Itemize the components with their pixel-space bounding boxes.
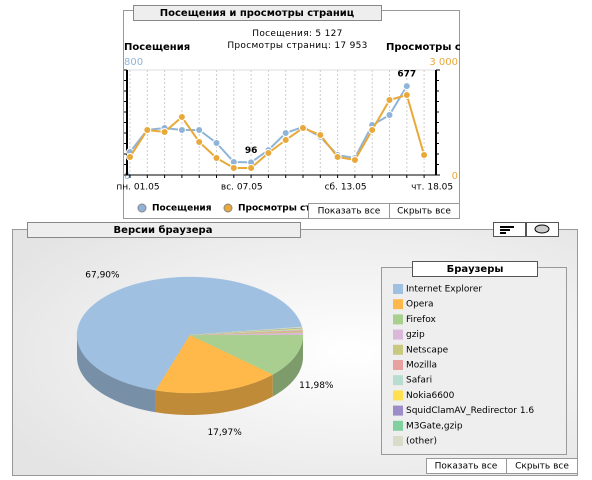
x-tick-label: пн. 01.05	[116, 183, 159, 193]
pie-slice-side	[155, 374, 273, 415]
data-point	[229, 164, 238, 172]
legend-label: gzip	[406, 330, 425, 340]
legend-swatch	[393, 375, 403, 386]
data-point	[385, 111, 394, 120]
legend-marker	[137, 203, 147, 213]
x-tick-label: вс. 07.05	[221, 183, 263, 193]
subtitle-line: Просмотры страниц: 17 953	[227, 41, 368, 51]
data-point	[126, 153, 134, 162]
hide-all-button[interactable]: Скрыть все	[515, 462, 569, 472]
legend-swatch	[393, 344, 403, 355]
legend-label: Nokia6600	[406, 391, 455, 401]
legend-label: M3Gate,gzip	[406, 421, 463, 431]
legend-label: Firefox	[406, 315, 436, 325]
chart-title: Версии браузера	[114, 224, 213, 236]
legend-swatch	[393, 436, 403, 446]
data-point	[264, 148, 273, 157]
pie-label: 67,90%	[85, 271, 120, 281]
x-tick-label: чт. 18.05	[411, 183, 453, 193]
x-tick-label: сб. 13.05	[325, 183, 367, 193]
pie-slice	[189, 326, 303, 336]
icon-part	[500, 226, 514, 228]
show-all-button[interactable]: Показать все	[318, 207, 381, 217]
data-point	[368, 125, 377, 134]
data-point	[299, 123, 307, 132]
pie-slice-side	[77, 335, 156, 413]
legend-label: Netscape	[406, 345, 449, 355]
y2-axis-label: Просмотры страниц	[386, 42, 502, 53]
legend-label: SquidClamAV_Redirector 1.6	[406, 406, 534, 416]
data-point	[247, 164, 256, 172]
data-point	[160, 127, 169, 136]
legend-label: Просмотры страниц	[238, 204, 343, 214]
subtitle-line: Посещения: 5 127	[252, 29, 343, 39]
pie-label: 11,98%	[299, 381, 334, 391]
panel-tab	[133, 5, 382, 21]
panel-tab	[27, 222, 301, 238]
data-point	[333, 153, 342, 162]
legend-label: Посещения	[152, 204, 212, 214]
legend-swatch	[393, 314, 403, 325]
icon-part	[500, 232, 506, 234]
data-point	[212, 138, 221, 147]
data-point	[177, 125, 186, 134]
data-point	[212, 153, 221, 162]
legend-swatch	[393, 360, 403, 370]
data-point	[143, 125, 152, 134]
data-label: 96	[245, 146, 258, 156]
icon-part	[534, 224, 550, 234]
y2-tick-label: 0	[452, 171, 458, 182]
legend-label: (other)	[406, 437, 437, 447]
data-point	[281, 136, 290, 144]
legend: Internet Explorer Opera Firefox gzip Netscap…	[393, 284, 534, 447]
legend-label: Internet Explorer	[406, 285, 482, 295]
legend-swatch	[393, 405, 403, 416]
data-point	[195, 125, 204, 134]
legend-tab	[412, 261, 538, 277]
data-point	[177, 113, 186, 122]
legend-label: Opera	[406, 300, 434, 310]
legend-swatch	[393, 390, 403, 401]
data-point	[350, 155, 359, 164]
subtitle: Посещения: 5 127 Просмотры страниц: 17 9…	[215, 28, 380, 52]
y-tick-label: 0	[124, 171, 130, 182]
chart-title: Посещения и просмотры страниц	[160, 8, 354, 19]
legend-entry: Посещения	[152, 204, 212, 214]
data-point	[385, 95, 394, 104]
pie-label: 17,97%	[207, 428, 242, 438]
hide-all-button[interactable]: Скрыть все	[397, 207, 451, 217]
data-point	[195, 137, 204, 146]
legend-box	[381, 267, 567, 455]
button-bar	[308, 203, 460, 219]
icon-part	[500, 229, 510, 231]
button-bar	[426, 458, 578, 474]
y-axis-label: Посещения	[124, 42, 190, 53]
pie-slice-side	[272, 335, 303, 397]
legend-swatch	[393, 299, 403, 310]
legend-swatch	[393, 420, 403, 431]
y2-tick-label: 3 000	[429, 57, 458, 68]
data-point	[402, 90, 411, 99]
legend-swatch	[393, 284, 403, 294]
legend-label: Safari	[406, 376, 432, 386]
data-point	[281, 129, 290, 137]
data-label: 677	[397, 70, 416, 80]
data-point	[316, 130, 325, 139]
pie-slice	[155, 334, 274, 394]
data-point	[420, 151, 429, 160]
legend-entry: Просмотры страниц	[238, 204, 343, 214]
legend-label: Mozilla	[406, 361, 437, 371]
show-all-button[interactable]: Показать все	[435, 462, 498, 472]
legend-swatch	[393, 329, 403, 340]
legend-title: Браузеры	[447, 264, 504, 275]
pie-slice	[76, 276, 303, 391]
data-point	[402, 82, 411, 91]
y-tick-label: 800	[124, 57, 143, 68]
legend-marker	[223, 203, 233, 213]
pie-slice	[189, 334, 304, 375]
